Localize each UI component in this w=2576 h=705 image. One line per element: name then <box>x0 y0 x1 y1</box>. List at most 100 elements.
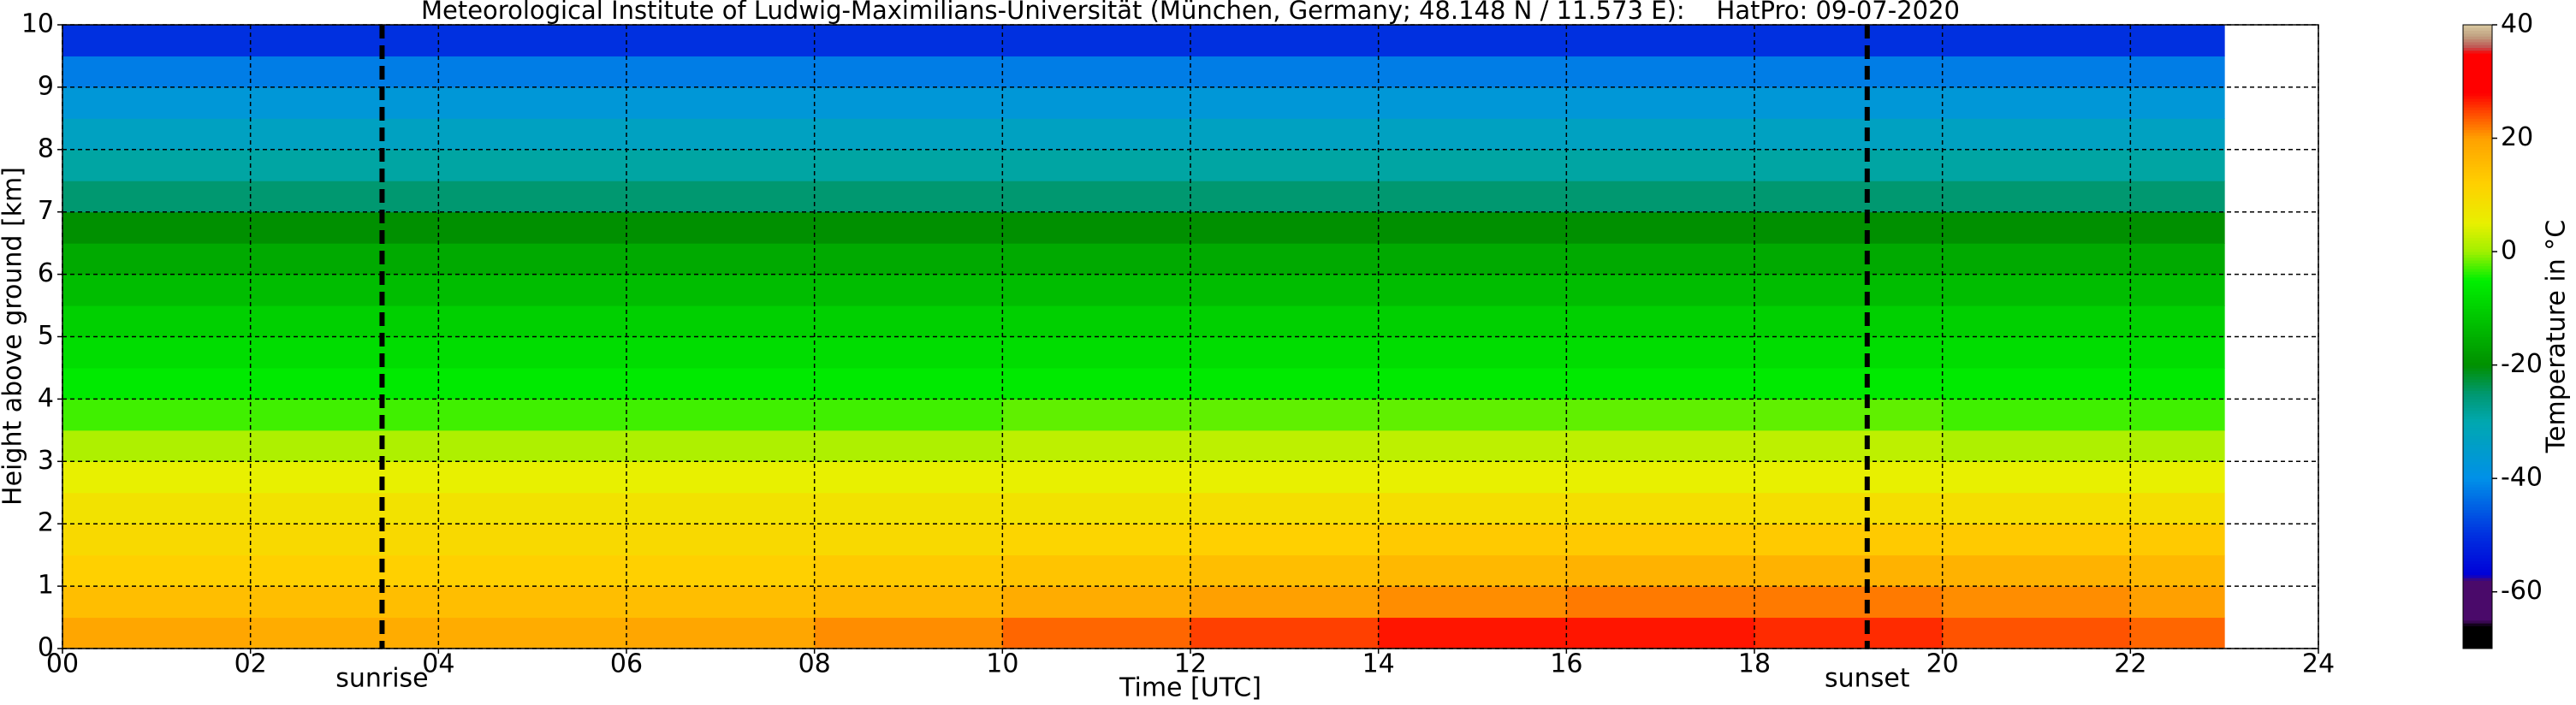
colorbar-segment <box>2463 129 2492 133</box>
heatmap-cell <box>1754 243 1944 275</box>
heatmap-cell <box>626 492 816 524</box>
heatmap-cell <box>1190 554 1380 587</box>
colorbar-segment <box>2463 192 2492 196</box>
heatmap-cell <box>62 243 252 275</box>
colorbar-segment <box>2463 554 2492 559</box>
colorbar-segment <box>2463 347 2492 352</box>
heatmap-cell <box>2130 211 2225 244</box>
heatmap-cell <box>1378 149 1567 181</box>
colorbar-segment <box>2463 95 2492 99</box>
heatmap-cell <box>1754 367 1944 400</box>
heatmap-cell <box>62 586 252 619</box>
heatmap-cell <box>1754 586 1944 619</box>
colorbar-segment <box>2463 427 2492 431</box>
heatmap-cell <box>814 367 1003 400</box>
colorbar-segment <box>2463 25 2492 28</box>
heatmap-cell <box>814 25 1003 56</box>
colorbar-segment <box>2463 537 2492 542</box>
heatmap-cell <box>626 211 816 244</box>
x-tick-label: 06 <box>610 649 643 679</box>
heatmap-cell <box>1378 86 1567 119</box>
colorbar-segment <box>2463 172 2492 176</box>
heatmap-cell <box>1002 181 1191 213</box>
heatmap-cell <box>438 86 627 119</box>
heatmap-cell <box>1942 617 2131 649</box>
heatmap-cell <box>1190 181 1380 213</box>
y-tick-label: 7 <box>38 196 54 226</box>
colorbar-segment <box>2463 549 2492 553</box>
heatmap-cell <box>1942 524 2131 556</box>
heatmap-cell <box>1002 25 1191 56</box>
heatmap-cell <box>250 492 439 524</box>
colorbar-segment <box>2463 90 2492 94</box>
heatmap-cell <box>62 181 252 213</box>
heatmap-cell <box>1942 211 2131 244</box>
heatmap-cell <box>626 25 816 56</box>
heatmap-cell <box>1754 181 1944 213</box>
heatmap-cell <box>438 399 627 431</box>
colorbar-segment <box>2463 405 2492 408</box>
heatmap-cell <box>1566 86 1755 119</box>
heatmap-cell <box>2130 243 2225 275</box>
heatmap-cell <box>1942 243 2131 275</box>
colorbar-segment <box>2463 631 2492 635</box>
heatmap-cell <box>250 56 439 88</box>
heatmap-cell <box>814 430 1003 462</box>
heatmap-cell <box>814 524 1003 556</box>
heatmap-cell <box>1566 492 1755 524</box>
colorbar-segment <box>2463 623 2492 626</box>
colorbar-segment <box>2463 470 2492 474</box>
colorbar-segment <box>2463 104 2492 108</box>
heatmap-cell <box>1942 305 2131 337</box>
colorbar-segment <box>2463 574 2492 578</box>
colorbar-segment <box>2463 501 2492 505</box>
colorbar-segment <box>2463 144 2492 147</box>
heatmap-cell <box>1002 554 1191 587</box>
x-tick-label: 18 <box>1738 649 1771 679</box>
heatmap-cell <box>1190 336 1380 369</box>
heatmap-cell <box>1378 399 1567 431</box>
heatmap-cell <box>1566 56 1755 88</box>
annotation-label: sunrise <box>335 664 428 694</box>
colorbar-segment <box>2463 217 2492 222</box>
heatmap-cell <box>814 305 1003 337</box>
heatmap-cell <box>1942 25 2131 56</box>
colorbar-segment <box>2463 466 2492 471</box>
colorbar-segment <box>2463 132 2492 136</box>
heatmap-cell <box>1566 149 1755 181</box>
heatmap-cell <box>250 617 439 649</box>
colorbar-label: Temperature in °C <box>2542 220 2572 453</box>
colorbar-segment <box>2463 464 2492 468</box>
heatmap-cell <box>626 243 816 275</box>
colorbar-segment <box>2463 342 2492 346</box>
colorbar-segment <box>2463 611 2492 615</box>
x-tick-label: 16 <box>1550 649 1582 679</box>
heatmap-cell <box>626 367 816 400</box>
heatmap-cell <box>62 430 252 462</box>
colorbar-segment <box>2463 62 2492 65</box>
heatmap-cell <box>250 118 439 151</box>
heatmap-cell <box>1190 243 1380 275</box>
heatmap-cell <box>1378 492 1567 524</box>
colorbar-tick-label: -20 <box>2501 349 2543 379</box>
heatmap-cell <box>1190 524 1380 556</box>
heatmap-cell <box>250 367 439 400</box>
heatmap-cell <box>2130 305 2225 337</box>
heatmap-cell <box>62 149 252 181</box>
heatmap-cell <box>2130 617 2225 649</box>
colorbar-segment <box>2463 67 2492 71</box>
colorbar-segment <box>2463 602 2492 607</box>
heatmap-cell <box>2130 149 2225 181</box>
heatmap-cell <box>626 56 816 88</box>
heatmap-cell <box>1190 86 1380 119</box>
colorbar-segment <box>2463 27 2492 32</box>
colorbar-segment <box>2463 328 2492 332</box>
y-tick-label: 4 <box>38 383 54 413</box>
colorbar-segment <box>2463 401 2492 406</box>
colorbar-segment <box>2463 149 2492 153</box>
colorbar-segment <box>2463 146 2492 151</box>
colorbar-segment <box>2463 614 2492 619</box>
y-tick-label: 6 <box>38 258 54 288</box>
heatmap-cell <box>814 586 1003 619</box>
heatmap-cell <box>62 25 252 56</box>
